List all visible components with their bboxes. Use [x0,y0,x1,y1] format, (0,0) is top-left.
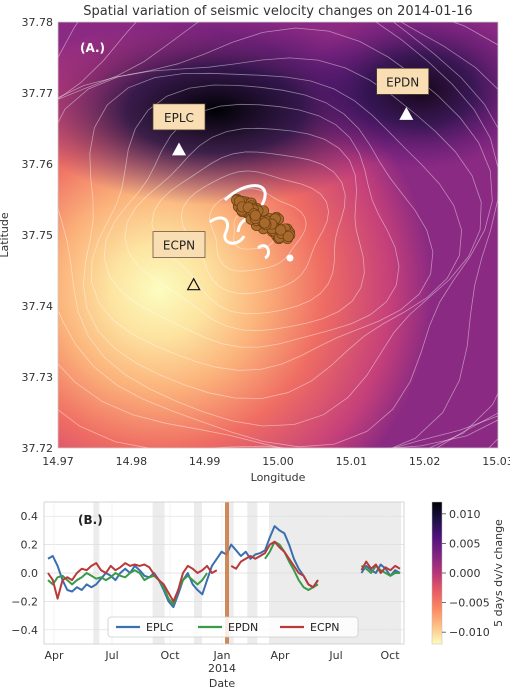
fissure-outline-3 [257,244,270,260]
station-epdn: EPDN [376,67,430,120]
panel-b-label: (B.) [78,513,103,527]
colorbar-ticks: 0.010 0.005 0.000 −0.005 −0.010 [442,508,490,639]
eruptive-fissures [209,184,294,262]
event-marker [259,217,271,229]
map-x-tick-label: 15.03 [482,455,510,468]
station-label-box [152,103,206,131]
map-x-tick-label: 15.01 [336,455,368,468]
station-marker-icon [399,107,414,120]
topography-contours [0,0,510,595]
date-marker [225,502,229,644]
station-label-box [376,67,430,95]
map-y-tick-label: 37.77 [22,87,54,100]
contour-line [0,0,498,457]
map-plot: (A.) EPLC EPDN ECPN 14.97 14.98 14.99 15.00 15… [0,0,510,595]
timeseries-y-tick-label: 0.0 [21,567,39,580]
fissure-outline-2 [209,216,246,245]
legend: EPLC EPDN ECPN [107,616,359,638]
timeseries-y-tick-label: −0.2 [11,595,38,608]
timeseries-y-tick-label: 0.2 [21,539,39,552]
station-ecpn: ECPN [152,231,206,291]
dark-anomaly-east [300,22,498,170]
legend-label: ECPN [310,621,340,634]
event-marker [275,224,287,236]
map-x-tick-label: 15.02 [409,455,441,468]
colorbar-label: 5 days dv/v change [492,519,505,627]
contour-line [103,103,400,348]
colorbar-tick-label: 0.005 [449,537,481,550]
legend-label: EPDN [228,621,258,634]
legend-label: EPLC [146,621,174,634]
station-label: ECPN [163,239,195,253]
contour-line [124,127,365,332]
timeseries-year-label: 2014 [208,662,236,675]
timeseries-x-tick-label: Oct [380,649,400,662]
contour-line [151,151,346,315]
map-x-tick-label: 14.97 [42,455,74,468]
contour-line [180,170,330,295]
map-x-tick-label: 15.00 [262,455,294,468]
colorbar-tick-label: 0.010 [449,508,481,521]
map-frame [57,21,499,449]
timeseries-x-tick-label: Oct [160,649,180,662]
timeseries-x-ticks: Apr Jul Oct Jan Apr Jul Oct [44,649,400,662]
timeseries-x-tick-label: Apr [270,649,290,662]
map-y-tick-label: 37.73 [22,371,54,384]
station-label: EPLC [164,111,194,125]
timeseries-lines [47,525,401,609]
colorbar-tick-label: −0.005 [449,597,490,610]
contour-line [82,72,463,399]
map-x-label: Longitude [251,471,306,484]
gap-band [411,502,414,644]
map-y-ticks: 37.72 37.73 37.74 37.75 37.76 37.77 37.78 [22,16,54,455]
event-marker [249,209,261,221]
contour-line [91,84,434,371]
colorbar-tick-label: −0.010 [449,626,490,639]
timeseries-y-tick-label: 0.4 [21,510,39,523]
contour-line [58,27,493,448]
colorbar: 0.010 0.005 0.000 −0.005 −0.010 5 days dv/v … [431,501,505,645]
timeseries-x-tick-label: Jul [328,649,342,662]
fissure-outline-1 [223,184,267,233]
contour-line [0,0,510,531]
series-line-ecpn [47,540,401,603]
timeseries-x-tick-label: Apr [44,649,64,662]
colorbar-gradient [431,501,443,645]
station-marker-icon [171,142,187,156]
station-label: EPDN [386,75,419,89]
map-x-ticks: 14.97 14.98 14.99 15.00 15.01 15.02 15.03 [42,455,510,468]
station-label-box [152,231,206,258]
map-x-tick-label: 14.99 [189,455,221,468]
fissure-vent [286,254,294,262]
contour-line [0,0,510,487]
colorbar-tick-label: 0.000 [449,567,481,580]
map-x-tick-label: 14.98 [116,455,148,468]
map-title: Spatial variation of seismic velocity ch… [83,4,472,19]
station-eplc: EPLC [152,103,206,156]
map-y-tick-label: 37.76 [22,158,54,171]
stations: EPLC EPDN ECPN [152,67,430,291]
panel-a-label: (A.) [80,41,105,55]
map-y-label: Latitude [0,212,11,258]
event-marker [282,230,294,242]
timeseries-plot: (B.) 0.4 0.2 0.0 −0.2 −0.4 Apr Jul Oct Jan Apr Ju… [11,501,414,690]
map-y-tick-label: 37.74 [22,300,54,313]
map-y-tick-label: 37.78 [22,16,54,29]
timeseries-x-tick-label: Jan [213,649,231,662]
timeseries-x-label: Date [209,677,236,690]
timeseries-y-ticks: 0.4 0.2 0.0 −0.2 −0.4 [11,510,38,637]
station-marker-icon [186,277,201,291]
map-y-tick-label: 37.72 [22,442,54,455]
seismic-events [231,193,296,245]
timeseries-x-tick-label: Jul [104,649,118,662]
contour-line [209,188,307,272]
map-y-tick-label: 37.75 [22,229,54,242]
timeseries-y-tick-label: −0.4 [11,624,38,637]
timeseries-frame [43,501,405,645]
contour-line [58,57,482,427]
legend-box [107,616,359,638]
